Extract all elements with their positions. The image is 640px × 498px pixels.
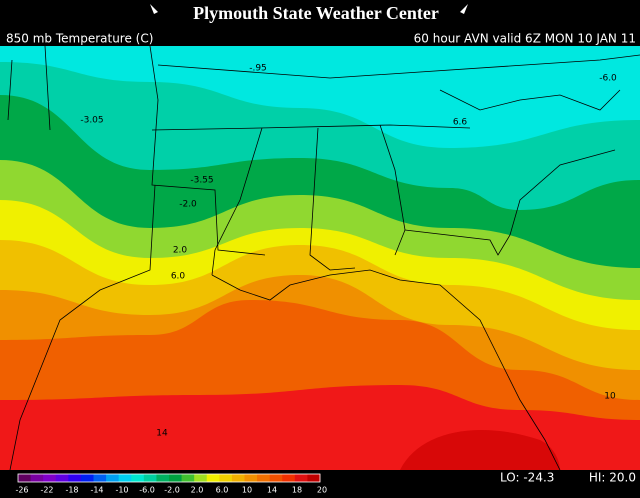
colorbar-swatch [194, 474, 208, 482]
contour-label: -3.55 [190, 176, 213, 186]
colorbar-swatch [257, 474, 271, 482]
colorbar-swatch [269, 474, 283, 482]
colorbar-label: -14 [90, 486, 103, 495]
colorbar-swatch [80, 474, 94, 482]
colorbar-swatch [282, 474, 296, 482]
colorbar-label: -22 [40, 486, 53, 495]
colorbar-swatch [307, 474, 321, 482]
colorbar-swatch [118, 474, 132, 482]
contour-label: 14 [156, 429, 168, 439]
colorbar-label: -26 [15, 486, 28, 495]
contour-label: 6.0 [171, 272, 186, 282]
colorbar-swatch [131, 474, 145, 482]
low-value: LO: -24.3 [500, 471, 554, 485]
contour-label: -3.05 [80, 116, 103, 126]
colorbar-swatch [156, 474, 170, 482]
colorbar-swatch [93, 474, 107, 482]
contour-label: 2.0 [173, 246, 188, 256]
temperature-field [0, 46, 640, 470]
colorbar-label: 20 [317, 486, 327, 495]
high-value: HI: 20.0 [589, 471, 636, 485]
colorbar-swatch [169, 474, 183, 482]
band [0, 46, 640, 148]
colorbar-label: -18 [65, 486, 78, 495]
colorbar-label: 10 [242, 486, 252, 495]
colorbar-label: -2.0 [164, 486, 180, 495]
colorbar-frame [17, 473, 321, 483]
contour-label: -.95 [249, 64, 267, 74]
colorbar-label: 18 [292, 486, 302, 495]
colorbar-swatch [30, 474, 44, 482]
contour-label: 6.6 [453, 118, 468, 128]
field-name: 850 mb Temperature (C) [6, 32, 153, 46]
colorbar-swatch [181, 474, 195, 482]
valid-time: 60 hour AVN valid 6Z MON 10 JAN 11 [414, 32, 636, 46]
colorbar-swatch [219, 474, 233, 482]
colorbar-swatch [231, 474, 245, 482]
colorbar-label: 2.0 [191, 486, 204, 495]
colorbar-label: 14 [267, 486, 277, 495]
title: Plymouth State Weather Center [193, 3, 439, 23]
colorbar-label: -10 [115, 486, 128, 495]
contour-label: -6.0 [599, 74, 617, 84]
contour-label: 10 [604, 392, 616, 402]
colorbar-swatch [43, 474, 57, 482]
colorbar-swatch [68, 474, 82, 482]
colorbar-swatch [206, 474, 220, 482]
contour-label: -2.0 [179, 200, 197, 210]
colorbar-swatch [18, 474, 32, 482]
colorbar-swatch [244, 474, 258, 482]
colorbar-label: 6.0 [216, 486, 229, 495]
colorbar-swatch [143, 474, 157, 482]
band [400, 430, 560, 470]
colorbar-swatch [106, 474, 120, 482]
colorbar-swatch [55, 474, 69, 482]
colorbar-swatch [294, 474, 308, 482]
colorbar-label: -6.0 [139, 486, 155, 495]
map: -.95 -3.05 -3.55 -2.0 2.0 6.0 14 -6.0 6.6 10 [0, 46, 640, 470]
colorbar: -26 -22 -18 -14 -10 -6.0 -2.0 2.0 6.0 10 14 18 20 [15, 473, 327, 495]
state-borders [7, 46, 640, 470]
